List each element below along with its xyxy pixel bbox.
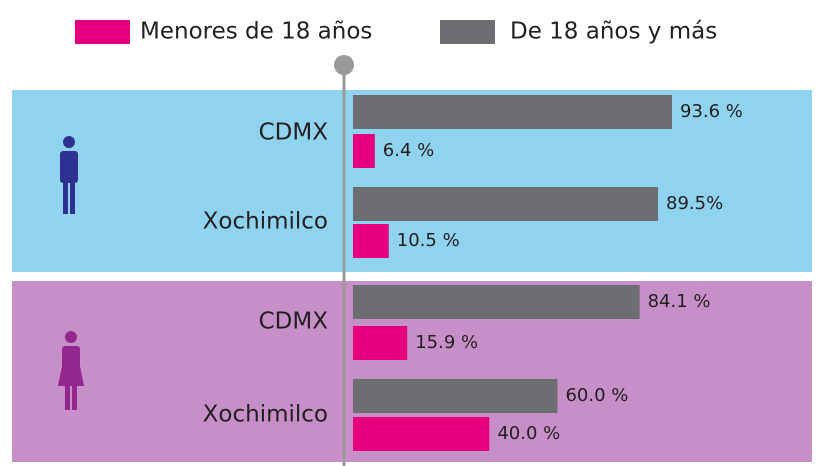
female-icon (58, 331, 84, 410)
bar (353, 187, 659, 221)
axis-knob (334, 55, 354, 75)
value-label: 89.5% (666, 193, 723, 214)
value-label: 93.6 % (680, 101, 743, 122)
category-label: CDMX (259, 309, 329, 335)
male-icon (60, 136, 78, 214)
category-label: Xochimilco (203, 402, 328, 428)
category-label: Xochimilco (203, 209, 328, 235)
value-label: 40.0 % (497, 423, 560, 444)
bar (353, 417, 490, 451)
bar (353, 95, 672, 129)
bar (353, 326, 408, 360)
legend-label: De 18 años y más (510, 19, 717, 45)
value-label: 10.5 % (397, 230, 460, 251)
value-label: 60.0 % (565, 385, 628, 406)
bar (353, 285, 640, 319)
bar (353, 134, 375, 168)
legend-label: Menores de 18 años (140, 19, 372, 45)
bar (353, 224, 389, 258)
value-label: 84.1 % (648, 291, 711, 312)
legend-swatch (440, 20, 495, 44)
legend-swatch (75, 20, 130, 44)
category-label: CDMX (259, 120, 329, 146)
bar (353, 379, 558, 413)
value-label: 15.9 % (415, 332, 478, 353)
value-label: 6.4 % (383, 140, 434, 161)
